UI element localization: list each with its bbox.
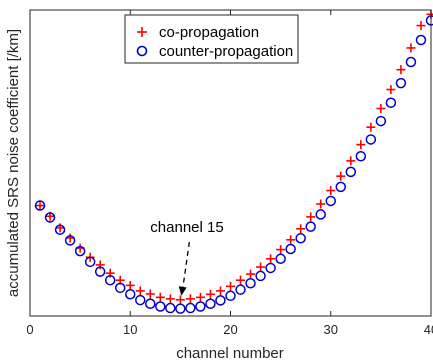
co-propagation-point [195, 292, 205, 302]
counter-propagation-point [315, 209, 326, 220]
co-propagation-point [205, 289, 215, 299]
counter-propagation-point [215, 295, 226, 306]
counter-propagation-point [375, 115, 387, 127]
counter-propagation-point [125, 289, 136, 300]
co-propagation-point [65, 233, 75, 243]
co-propagation-point [346, 156, 356, 166]
co-propagation-point [326, 186, 336, 196]
co-propagation-point [336, 171, 346, 181]
counter-propagation-point [185, 302, 196, 314]
counter-propagation-point [355, 151, 367, 162]
co-propagation-point [306, 212, 316, 222]
counter-propagation-point [195, 301, 206, 312]
co-propagation-point [396, 65, 406, 75]
counter-propagation-point [155, 301, 166, 312]
legend-marker-counter [136, 45, 148, 57]
counter-propagation-point [405, 56, 417, 68]
plot-frame [29, 9, 432, 317]
x-tick-label: 10 [123, 322, 137, 337]
co-propagation-point [215, 286, 225, 296]
counter-propagation-point [54, 224, 66, 235]
co-propagation-point [155, 292, 165, 302]
annotation-label: channel 15 [150, 219, 223, 236]
co-propagation-point [35, 201, 45, 211]
co-propagation-point [416, 21, 426, 31]
counter-propagation-point [145, 298, 156, 310]
counter-propagation-point [235, 284, 246, 295]
co-propagation-point [185, 294, 195, 304]
counter-propagation-point [285, 243, 296, 255]
legend-label-counter: counter-propagation [159, 43, 293, 60]
legend-label-co: co-propagation [159, 24, 259, 41]
co-propagation-point [226, 281, 235, 291]
co-propagation-point [386, 85, 396, 95]
counter-propagation-point [345, 166, 357, 178]
counter-propagation-point [325, 195, 336, 207]
co-propagation-point [356, 140, 366, 150]
counter-propagation-point [415, 34, 427, 46]
counter-propagation-series [34, 15, 433, 314]
annotation-dashed-line [182, 241, 191, 288]
x-axis-ticks: 0 10 20 30 40 [26, 10, 433, 337]
legend-box [124, 14, 299, 64]
co-propagation-point [276, 245, 286, 255]
counter-propagation-point [295, 233, 306, 244]
co-propagation-point [175, 295, 185, 305]
counter-propagation-point [265, 262, 276, 274]
x-tick-label: 40 [424, 322, 433, 337]
counter-propagation-point [255, 270, 266, 282]
counter-propagation-point [305, 221, 316, 232]
co-propagation-point [296, 224, 306, 234]
counter-propagation-point [275, 253, 286, 265]
x-tick-label: 30 [324, 322, 338, 337]
co-propagation-point [266, 254, 276, 264]
co-propagation-point [316, 199, 326, 209]
annotation-channel-15: channel 15 [150, 219, 224, 296]
counter-propagation-point [385, 97, 397, 108]
counter-propagation-point [225, 290, 236, 302]
x-axis-label: channel number [176, 345, 284, 362]
co-propagation-point [135, 286, 145, 296]
counter-propagation-point [135, 294, 146, 306]
annotation-arrowhead [178, 286, 187, 296]
co-propagation-point [376, 104, 386, 114]
counter-propagation-point [165, 302, 176, 314]
counter-propagation-point [84, 256, 96, 268]
counter-propagation-point [94, 266, 106, 277]
co-propagation-point [286, 235, 296, 245]
co-propagation-point [366, 122, 376, 132]
counter-propagation-point [34, 200, 46, 211]
x-tick-label: 20 [223, 322, 237, 337]
counter-propagation-point [175, 303, 186, 314]
co-propagation-point [246, 269, 256, 279]
co-propagation-point [125, 280, 135, 290]
counter-propagation-point [104, 274, 116, 286]
co-propagation-point [95, 260, 105, 270]
legend: co-propagation counter-propagation [124, 14, 299, 64]
co-propagation-point [165, 294, 175, 304]
counter-propagation-point [365, 134, 377, 145]
counter-propagation-point [335, 181, 347, 193]
co-propagation-point [256, 262, 266, 272]
counter-propagation-point [64, 235, 76, 246]
counter-propagation-point [205, 298, 216, 310]
co-propagation-point [236, 275, 246, 285]
counter-propagation-point [114, 282, 126, 294]
x-tick-label: 0 [26, 322, 33, 337]
counter-propagation-point [74, 245, 86, 257]
co-propagation-point [145, 289, 155, 299]
counter-propagation-point [44, 212, 56, 223]
y-axis-label: accumulated SRS noise coefficient [/km] [5, 29, 22, 297]
co-propagation-point [406, 43, 416, 53]
counter-propagation-point [395, 77, 407, 89]
legend-marker-co [137, 27, 147, 37]
counter-propagation-point [245, 278, 256, 289]
